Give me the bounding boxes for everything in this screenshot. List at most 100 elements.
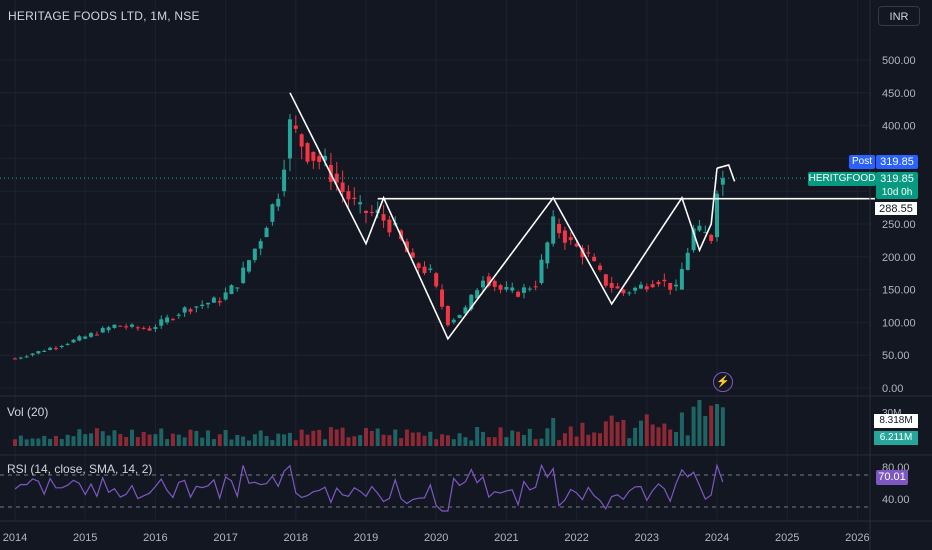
volume-bar <box>557 440 562 446</box>
candle-body <box>24 356 29 358</box>
candle-body <box>539 259 544 284</box>
volume-bar <box>77 429 82 446</box>
volume-bar <box>124 437 129 446</box>
volume-bar <box>211 439 216 446</box>
candle-body <box>679 269 684 290</box>
candle-body <box>451 319 456 323</box>
candle-body <box>77 336 82 341</box>
rsi-series-line <box>14 463 724 512</box>
candle-body <box>252 248 257 261</box>
volume-bar <box>241 436 246 446</box>
candle-body <box>662 279 667 282</box>
candle-body <box>674 284 679 287</box>
volume-bar <box>381 434 386 446</box>
chart-title: HERITAGE FOODS LTD, 1M, NSE <box>8 9 200 23</box>
candle-body <box>633 287 638 291</box>
candle-body <box>153 327 158 329</box>
volume-bar <box>276 433 281 446</box>
volume-bar <box>258 430 263 446</box>
currency-button[interactable]: INR <box>878 6 920 26</box>
volume-bar <box>574 436 579 446</box>
candle-body <box>159 319 164 326</box>
volume-bar <box>352 436 357 446</box>
volume-bar <box>656 427 661 446</box>
candle-body <box>89 333 94 337</box>
volume-bar <box>521 435 526 446</box>
candle-body <box>130 324 134 327</box>
volume-bar <box>30 438 35 446</box>
candle-body <box>516 291 521 297</box>
candle-body <box>387 219 392 233</box>
price-tick-label: 500.00 <box>882 55 916 67</box>
candle-body <box>457 314 462 319</box>
volume-bar <box>615 422 620 446</box>
price-tick-label: 200.00 <box>882 252 916 264</box>
candle-body <box>445 306 450 326</box>
candle-body <box>715 193 719 238</box>
candle-body <box>346 191 351 200</box>
volume-bar <box>118 434 123 446</box>
volume-bar <box>691 406 696 446</box>
lightning-icon[interactable]: ⚡ <box>713 372 733 392</box>
candle-body <box>685 252 690 270</box>
volume-bar <box>375 428 380 446</box>
candle-body <box>469 294 474 310</box>
volume-bar <box>159 428 164 446</box>
candle-body <box>364 210 368 214</box>
volume-bar <box>165 439 170 446</box>
volume-bar <box>24 439 29 446</box>
rsi-value-label: 70.01 <box>876 470 908 485</box>
candle-body <box>100 327 105 333</box>
candle-body <box>42 350 47 352</box>
candle-body <box>697 225 702 231</box>
candle-body <box>691 228 696 251</box>
volume-bar <box>311 430 316 446</box>
candle-body <box>527 288 532 290</box>
candle-body <box>229 285 234 294</box>
volume-bar <box>346 437 351 446</box>
candle-body <box>147 328 152 331</box>
volume-bar <box>404 429 409 446</box>
volume-bar <box>48 438 53 446</box>
last-price-label: 319.85 <box>876 172 918 186</box>
volume-bar <box>387 435 392 446</box>
volume-bar <box>416 432 421 446</box>
volume-bar <box>270 440 275 446</box>
candle-body <box>200 304 205 306</box>
volume-bar <box>176 434 181 446</box>
volume-tick-label: 30M <box>882 408 901 419</box>
volume-bar <box>504 437 509 446</box>
candle-body <box>258 241 263 249</box>
candle-body <box>463 307 468 314</box>
volume-bar <box>568 426 573 446</box>
price-tick-label: 250.00 <box>882 219 916 231</box>
volume-bar <box>679 412 684 446</box>
candle-body <box>603 274 608 286</box>
volume-bar <box>697 400 702 446</box>
volume-label-1: 8.318M <box>874 414 918 428</box>
candle-body <box>311 151 316 161</box>
candle-body <box>83 336 88 339</box>
candle-body <box>422 266 427 274</box>
volume-bar <box>42 435 47 446</box>
volume-bar <box>217 434 222 446</box>
volume-bar <box>463 437 468 446</box>
candle-body <box>206 302 211 305</box>
volume-bar <box>533 439 538 446</box>
bar-countdown: 10d 0h <box>876 186 918 199</box>
volume-label-2: 6.211M <box>874 431 918 445</box>
pattern-lines <box>0 92 875 341</box>
candle-body <box>112 324 117 328</box>
time-tick-label: 2019 <box>354 532 378 544</box>
volume-bar <box>229 439 234 446</box>
volume-bar <box>609 415 614 446</box>
volume-bar <box>539 438 544 446</box>
volume-bar <box>644 414 649 446</box>
candle-body <box>340 182 345 193</box>
candle-body <box>118 325 123 327</box>
volume-bar <box>451 439 456 446</box>
volume-bar <box>457 433 462 446</box>
candle-body <box>241 267 246 284</box>
candle-body <box>615 286 620 289</box>
volume-bar <box>323 439 328 446</box>
